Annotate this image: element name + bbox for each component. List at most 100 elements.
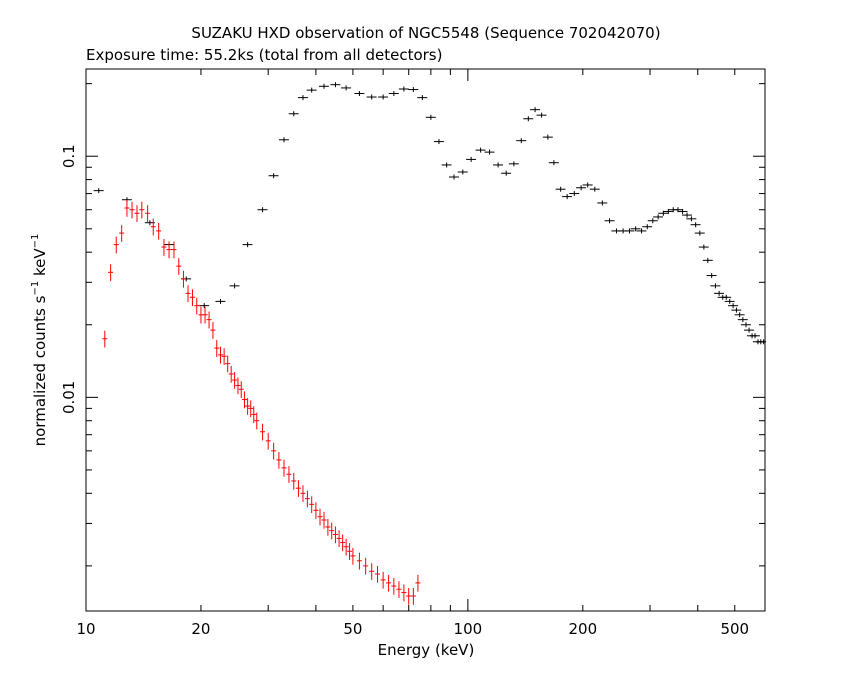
data-point (139, 201, 145, 219)
data-point (229, 283, 240, 289)
data-point (493, 162, 503, 168)
plot-frame (85, 68, 766, 612)
data-point (210, 322, 216, 339)
data-point (749, 333, 760, 339)
data-point (433, 139, 444, 145)
data-point (248, 400, 254, 418)
x-axis-label: Energy (keV) (378, 641, 475, 659)
y-axis-label-mid: keV (31, 248, 49, 281)
data-point (366, 94, 377, 100)
data-point (156, 222, 162, 240)
x-tick-labels: 10 20 50 100 200 500 (76, 620, 749, 638)
data-point (408, 87, 419, 93)
data-point (214, 340, 220, 357)
data-point (576, 185, 587, 191)
data-point (734, 312, 745, 318)
data-point (398, 86, 409, 92)
data-point (508, 161, 519, 167)
data-point (145, 205, 151, 222)
data-point (271, 442, 277, 460)
data-point (318, 83, 329, 89)
data-point (682, 212, 692, 218)
data-point (744, 327, 754, 333)
x-tick-label: 20 (191, 620, 210, 638)
y-tick-label: 0.01 (60, 381, 78, 414)
data-point (441, 162, 452, 168)
x-tick-label: 50 (343, 620, 362, 638)
data-point (129, 201, 135, 219)
data-point (706, 273, 717, 279)
data-point (194, 297, 200, 315)
data-point (569, 191, 580, 197)
data-point (278, 137, 289, 143)
data-point (206, 311, 212, 329)
data-point (375, 565, 381, 583)
data-point (740, 322, 751, 328)
data-point (457, 169, 468, 175)
data-point (624, 228, 635, 234)
data-point (369, 563, 375, 580)
data-point (281, 459, 287, 477)
data-point (232, 371, 238, 389)
data-point (265, 432, 271, 450)
data-point (306, 87, 317, 93)
data-point (484, 149, 495, 155)
data-point (737, 317, 748, 323)
x-tick-label: 200 (568, 620, 597, 638)
data-point (475, 147, 486, 153)
data-point (134, 205, 140, 222)
data-point (391, 577, 397, 595)
data-point (516, 138, 527, 144)
data-point (317, 508, 323, 526)
data-point (647, 218, 658, 224)
data-point (702, 257, 713, 263)
data-point (386, 574, 392, 592)
data-point (686, 216, 697, 222)
data-point (93, 188, 104, 194)
data-point (698, 244, 709, 250)
data-point (161, 239, 167, 256)
data-point (401, 584, 407, 602)
data-point (108, 264, 114, 282)
data-point (325, 518, 331, 536)
y-axis-label: normalized counts s−1 keV−1 (30, 234, 49, 447)
data-point (728, 303, 738, 309)
data-point (536, 112, 547, 118)
data-point (291, 472, 297, 490)
data-point (589, 186, 600, 192)
series-1 (102, 199, 421, 605)
data-point (238, 381, 244, 399)
x-tick-label: 500 (720, 620, 749, 638)
data-point (642, 224, 653, 230)
data-point (347, 543, 353, 560)
data-point (396, 581, 402, 598)
x-tick-label: 100 (454, 620, 483, 638)
y-axis-label-sup-1: −1 (30, 281, 41, 296)
data-point (530, 107, 541, 113)
data-point (217, 346, 223, 364)
data-point (721, 294, 732, 300)
data-point (235, 377, 241, 395)
data-point (677, 208, 688, 214)
y-axis-label-text: normalized counts s (31, 295, 49, 446)
x-tick-label: 10 (76, 620, 95, 638)
data-point (113, 236, 119, 254)
axis-ticks (85, 69, 766, 611)
data-point (309, 496, 315, 514)
data-point (202, 306, 208, 324)
data-point (166, 241, 172, 259)
chart-subtitle: Exposure time: 55.2ks (total from all de… (86, 46, 442, 64)
data-point (417, 95, 428, 101)
data-point (241, 391, 247, 409)
data-point (340, 534, 346, 552)
data-point (245, 398, 251, 415)
data-point (329, 522, 335, 540)
data-point (276, 451, 282, 469)
data-point (731, 307, 742, 313)
data-point (694, 230, 705, 236)
data-point (562, 194, 573, 200)
data-point (288, 111, 299, 117)
y-tick-label: 0.1 (60, 144, 78, 168)
data-point (548, 160, 559, 166)
